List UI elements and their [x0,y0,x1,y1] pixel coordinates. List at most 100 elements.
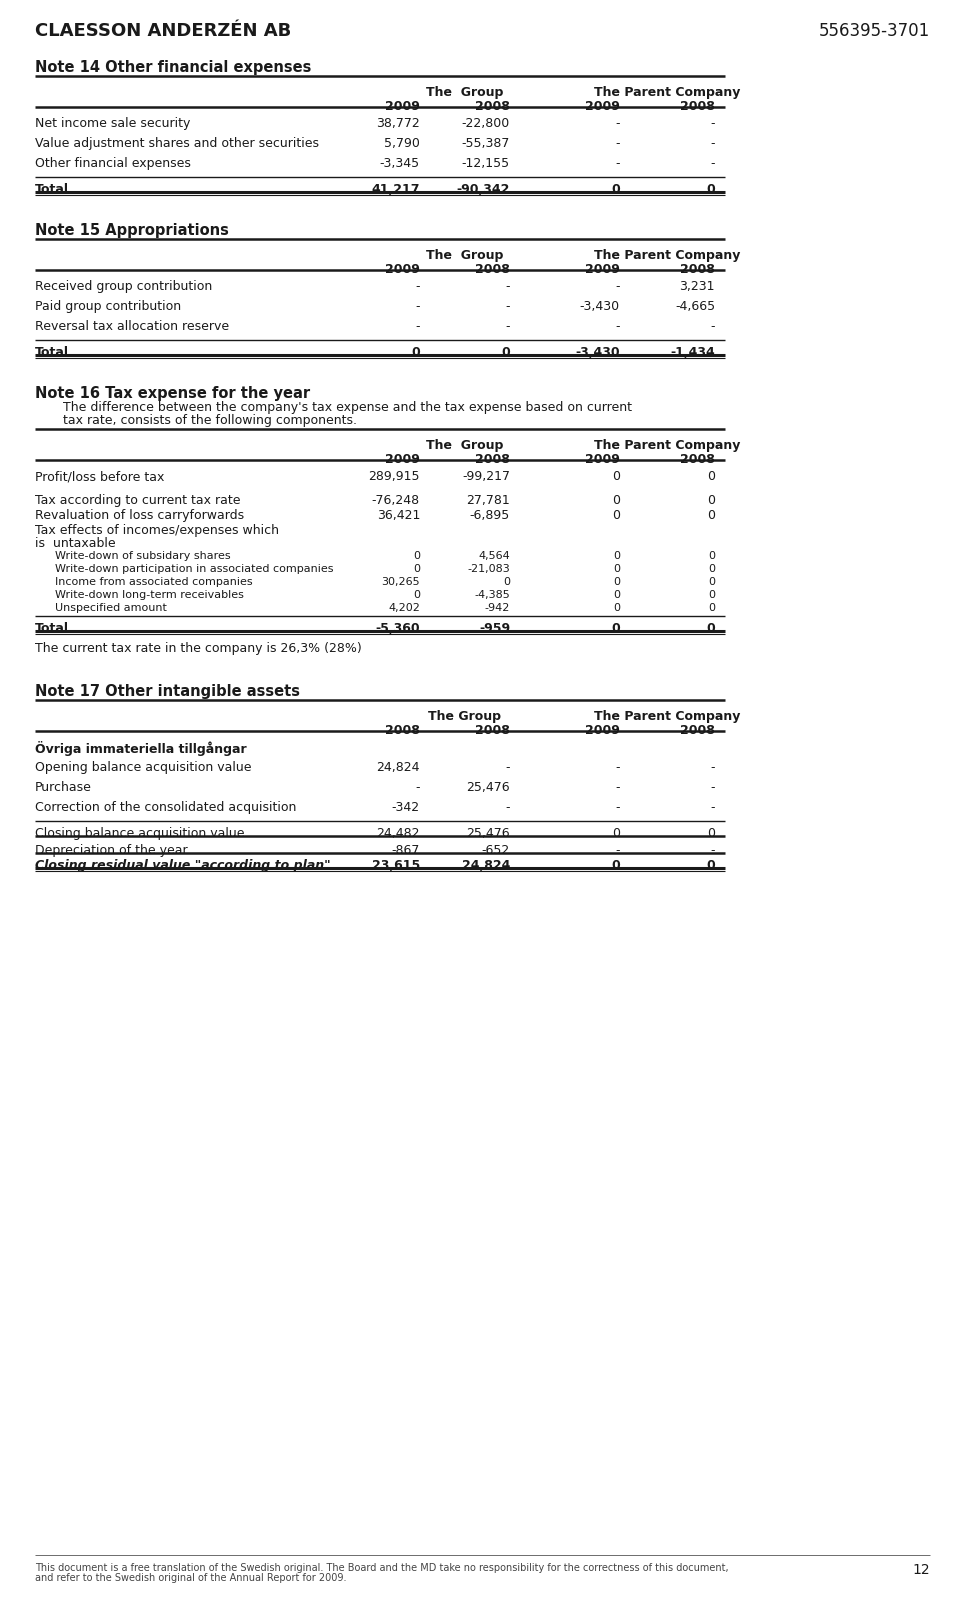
Text: 2009: 2009 [586,454,620,466]
Text: 25,476: 25,476 [467,827,510,840]
Text: Net income sale security: Net income sale security [35,117,190,130]
Text: -959: -959 [479,622,510,635]
Text: 0: 0 [613,577,620,587]
Text: 0: 0 [413,551,420,561]
Text: Total: Total [35,622,69,635]
Text: 5,790: 5,790 [384,136,420,151]
Text: Revaluation of loss carryforwards: Revaluation of loss carryforwards [35,510,244,523]
Text: 2009: 2009 [586,263,620,276]
Text: -3,430: -3,430 [575,346,620,359]
Text: 0: 0 [612,183,620,196]
Text: Reversal tax allocation reserve: Reversal tax allocation reserve [35,321,229,333]
Text: 556395-3701: 556395-3701 [819,22,930,40]
Text: 25,476: 25,476 [467,781,510,793]
Text: Other financial expenses: Other financial expenses [35,157,191,170]
Text: -1,434: -1,434 [670,346,715,359]
Text: The  Group: The Group [426,248,504,261]
Text: Note 16 Tax expense for the year: Note 16 Tax expense for the year [35,386,310,401]
Text: 0: 0 [613,603,620,612]
Text: 2008: 2008 [475,263,510,276]
Text: 27,781: 27,781 [467,494,510,507]
Text: 2009: 2009 [586,99,620,112]
Text: 2008: 2008 [680,99,715,112]
Text: Write-down long-term receivables: Write-down long-term receivables [55,590,244,600]
Text: -55,387: -55,387 [462,136,510,151]
Text: 2009: 2009 [586,725,620,737]
Text: The Parent Company: The Parent Company [594,439,740,452]
Text: Correction of the consolidated acquisition: Correction of the consolidated acquisiti… [35,802,297,814]
Text: 0: 0 [707,859,715,872]
Text: -: - [615,136,620,151]
Text: 0: 0 [413,564,420,574]
Text: 2008: 2008 [475,454,510,466]
Text: -: - [416,300,420,313]
Text: 0: 0 [707,183,715,196]
Text: The Parent Company: The Parent Company [594,710,740,723]
Text: 0: 0 [612,494,620,507]
Text: The Parent Company: The Parent Company [594,87,740,99]
Text: 0: 0 [612,510,620,523]
Text: -: - [615,761,620,774]
Text: -: - [615,281,620,293]
Text: -: - [506,281,510,293]
Text: The current tax rate in the company is 26,3% (28%): The current tax rate in the company is 2… [35,641,362,656]
Text: Total: Total [35,183,69,196]
Text: 0: 0 [613,590,620,600]
Text: 0: 0 [708,564,715,574]
Text: -6,895: -6,895 [469,510,510,523]
Text: -: - [506,300,510,313]
Text: -: - [615,845,620,858]
Text: -942: -942 [485,603,510,612]
Text: 23,615: 23,615 [372,859,420,872]
Text: -: - [615,321,620,333]
Text: Received group contribution: Received group contribution [35,281,212,293]
Text: -5,360: -5,360 [375,622,420,635]
Text: -: - [710,845,715,858]
Text: 2008: 2008 [680,263,715,276]
Text: -3,430: -3,430 [580,300,620,313]
Text: -: - [710,781,715,793]
Text: 12: 12 [912,1563,930,1577]
Text: 0: 0 [411,346,420,359]
Text: -4,665: -4,665 [675,300,715,313]
Text: 0: 0 [612,827,620,840]
Text: -: - [506,321,510,333]
Text: 0: 0 [708,577,715,587]
Text: is  untaxable: is untaxable [35,537,115,550]
Text: Total: Total [35,346,69,359]
Text: -90,342: -90,342 [457,183,510,196]
Text: -: - [615,781,620,793]
Text: Unspecified amount: Unspecified amount [55,603,167,612]
Text: 2008: 2008 [680,454,715,466]
Text: -12,155: -12,155 [462,157,510,170]
Text: 0: 0 [613,551,620,561]
Text: 0: 0 [612,470,620,483]
Text: 41,217: 41,217 [372,183,420,196]
Text: Closing balance acquisition value: Closing balance acquisition value [35,827,245,840]
Text: -342: -342 [392,802,420,814]
Text: 2008: 2008 [680,725,715,737]
Text: -3,345: -3,345 [380,157,420,170]
Text: 289,915: 289,915 [369,470,420,483]
Text: Note 15 Appropriations: Note 15 Appropriations [35,223,228,237]
Text: 0: 0 [413,590,420,600]
Text: -: - [416,781,420,793]
Text: The Group: The Group [428,710,501,723]
Text: 0: 0 [708,603,715,612]
Text: -: - [615,157,620,170]
Text: This document is a free translation of the Swedish original. The Board and the M: This document is a free translation of t… [35,1563,729,1573]
Text: 0: 0 [612,859,620,872]
Text: -: - [615,117,620,130]
Text: -: - [506,802,510,814]
Text: Övriga immateriella tillgångar: Övriga immateriella tillgångar [35,741,247,757]
Text: Value adjustment shares and other securities: Value adjustment shares and other securi… [35,136,319,151]
Text: -: - [710,157,715,170]
Text: 0: 0 [613,564,620,574]
Text: 0: 0 [707,510,715,523]
Text: 24,482: 24,482 [376,827,420,840]
Text: 0: 0 [708,551,715,561]
Text: 2009: 2009 [385,454,420,466]
Text: 0: 0 [707,494,715,507]
Text: -: - [506,761,510,774]
Text: 2008: 2008 [475,99,510,112]
